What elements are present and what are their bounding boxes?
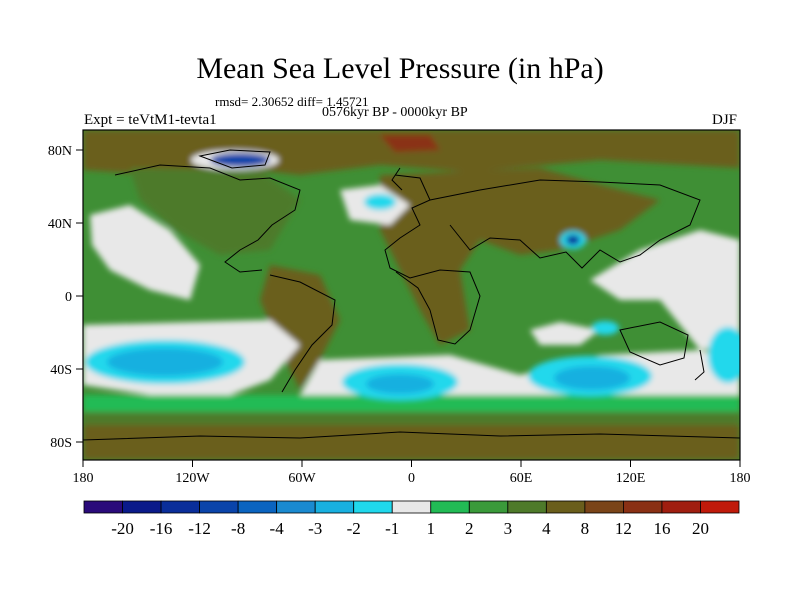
colorbar-swatch	[545, 500, 586, 514]
colorbar-label: -2	[347, 519, 361, 538]
colorbar-swatch	[468, 500, 509, 514]
colorbar-label: -16	[150, 519, 173, 538]
colorbar-label: 3	[504, 519, 513, 538]
colorbar-label: 20	[692, 519, 709, 538]
colorbar-swatch	[584, 500, 624, 514]
lat-tick-label: 80N	[48, 144, 72, 159]
colorbar-label: 1	[427, 519, 436, 538]
colorbar-swatch	[122, 500, 162, 514]
lon-tick-label: 120W	[175, 471, 210, 486]
colorbar-swatch	[661, 500, 701, 514]
colorbar-swatch	[276, 500, 316, 514]
plot-title: Mean Sea Level Pressure (in hPa)	[196, 52, 604, 85]
period-text: 0576kyr BP - 0000kyr BP	[322, 105, 468, 120]
colorbar-swatch	[353, 500, 393, 514]
colorbar-swatch	[83, 500, 123, 514]
colorbar-swatch	[160, 500, 200, 514]
colorbar-label: -4	[270, 519, 285, 538]
lat-tick-label: 0	[65, 290, 72, 305]
lat-tick-label: 40S	[50, 363, 72, 378]
colorbar-swatch	[314, 500, 355, 514]
map-ticks	[76, 149, 741, 467]
lon-tick-label: 0	[408, 471, 415, 486]
colorbar-label: 2	[465, 519, 474, 538]
colorbar-swatch	[199, 500, 239, 514]
lon-tick-label: 180	[730, 471, 751, 486]
colorbar-label: -1	[385, 519, 399, 538]
colorbar-swatch	[700, 500, 740, 514]
colorbar-label: 12	[615, 519, 632, 538]
season-label: DJF	[712, 112, 738, 128]
colorbar-label: 16	[653, 519, 670, 538]
colorbar-swatch	[623, 500, 663, 514]
lat-tick-label: 40N	[48, 217, 72, 232]
colorbar: -20 -16 -12 -8 -4 -3 -2 -1 1 2 3 4 8 12 16 20	[83, 500, 740, 538]
colorbar-swatch	[507, 500, 547, 514]
lon-tick-label: 60W	[288, 471, 316, 486]
colorbar-swatch	[430, 500, 470, 514]
colorbar-swatch	[391, 500, 432, 514]
colorbar-label: -20	[111, 519, 134, 538]
colorbar-label: -12	[188, 519, 211, 538]
rmsd-diff-text: rmsd= 2.30652 diff= 1.45721	[215, 94, 369, 109]
lon-tick-label: 180	[73, 471, 94, 486]
colorbar-label: -3	[308, 519, 322, 538]
experiment-label: Expt = teVtM1-tevta1	[84, 112, 217, 128]
colorbar-swatch	[237, 500, 278, 514]
colorbar-label: 8	[581, 519, 590, 538]
lon-tick-label: 120E	[616, 471, 646, 486]
colorbar-label: 4	[542, 519, 551, 538]
lat-tick-label: 80S	[50, 436, 72, 451]
coastlines	[83, 149, 740, 441]
lon-tick-label: 60E	[510, 471, 533, 486]
pressure-field	[83, 130, 740, 460]
colorbar-label: -8	[231, 519, 245, 538]
